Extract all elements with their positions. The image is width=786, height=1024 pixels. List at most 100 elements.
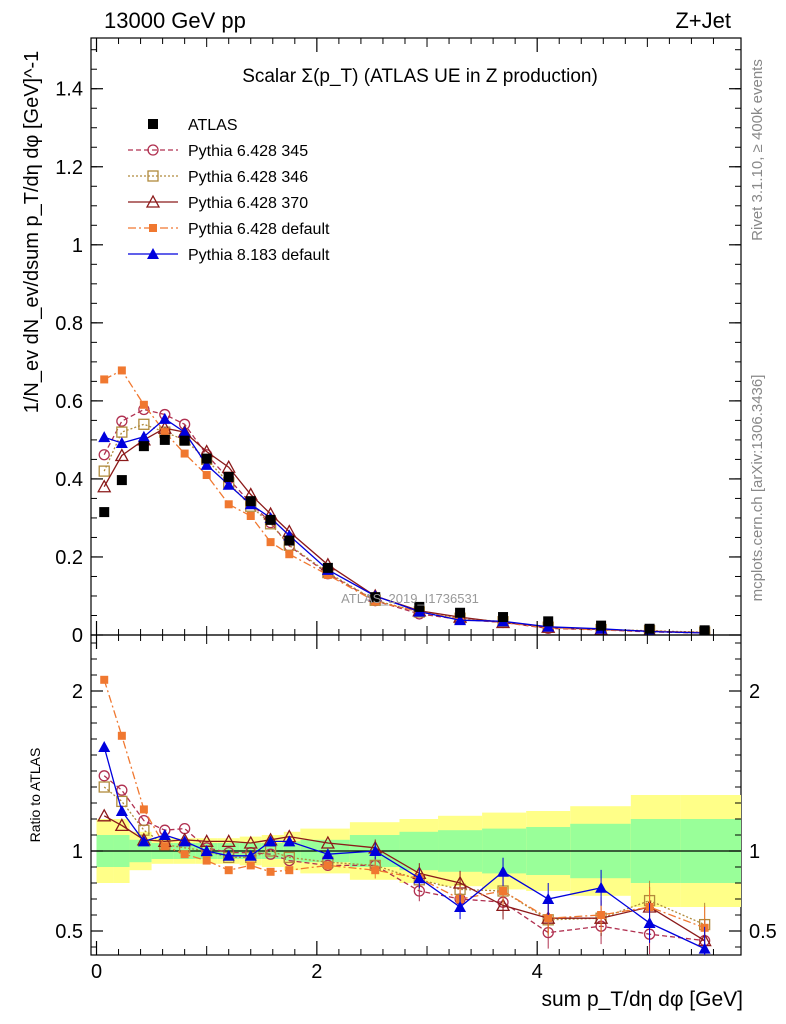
series-point-4 (454, 614, 467, 626)
legend-marker-0 (147, 144, 159, 156)
ratio-point-3 (246, 861, 255, 870)
y-tick-label-top: 1.2 (55, 157, 83, 179)
bottom-y-ticks: 0.5 0.5 1 1 2 2 (55, 642, 777, 948)
series-point-4 (98, 431, 111, 443)
legend-marker-2 (145, 194, 161, 208)
top-ylabel: 1/N_ev dN_ev/dsum p_T/dη dφ [GeV]^-1 (21, 51, 43, 414)
top-panel: ATLAS_2019_I1736531 Scalar Σ(p_T) (ATLAS… (21, 37, 742, 647)
y-tick-label-bottom: 2 (72, 681, 83, 703)
bottom-panel: 0.5 0.5 1 1 2 2 0 2 4 Ratio to ATLAS sum p_T/dη… (27, 38, 777, 1011)
data-point (179, 435, 190, 446)
legend-marker-1 (147, 170, 159, 182)
series-point-3 (323, 570, 332, 579)
data-point (414, 601, 425, 612)
y-tick-label-bottom: 0.5 (55, 921, 83, 943)
ratio-point-4 (222, 849, 235, 861)
ratio-point-3 (160, 842, 169, 851)
y-tick-label-top: 0.2 (55, 547, 83, 569)
data-point (498, 612, 509, 623)
x-tick-label: 2 (311, 961, 322, 983)
series-point-3 (285, 550, 294, 559)
data-point (699, 625, 710, 635)
ratio-point-4 (264, 835, 277, 847)
data-point (159, 434, 170, 445)
legend-marker-4 (147, 248, 159, 259)
series-point-0 (98, 449, 110, 461)
side-label-top: Rivet 3.1.10, ≥ 400k events (749, 59, 766, 241)
ratio-point-1 (283, 851, 295, 864)
series-point-4 (200, 458, 213, 470)
series-point-4 (178, 426, 191, 438)
legend-label-1: Pythia 6.428 346 (188, 169, 308, 186)
series-point-3 (180, 449, 189, 458)
data-point (245, 496, 256, 507)
series-point-3 (139, 400, 148, 409)
ratio-point-3 (266, 867, 275, 876)
ratio-point-1 (98, 781, 110, 793)
x-ticks: 0 2 4 (91, 38, 714, 983)
y-tick-label-top: 0 (72, 625, 83, 647)
data-point (596, 620, 607, 631)
y-tick-label-bottom-right: 1 (749, 841, 760, 863)
legend-label-data: ATLAS (188, 117, 238, 134)
x-tick-label: 4 (532, 961, 543, 983)
ratio-point-2 (243, 835, 258, 849)
series-point-3 (100, 375, 109, 384)
ratio-point-2 (221, 834, 236, 848)
y-tick-label-top: 0.6 (55, 391, 83, 413)
data-point (265, 514, 276, 525)
ratio-point-4 (98, 741, 111, 752)
ratio-point-3 (117, 731, 126, 740)
data-point (455, 607, 466, 618)
series-point-1 (138, 418, 150, 430)
side-label-bottom: mcplots.cern.ch [arXiv:1306.3436] (749, 375, 766, 602)
series-point-0 (116, 415, 128, 427)
series-point-3 (160, 428, 169, 437)
y-tick-label-top: 1.4 (55, 79, 83, 101)
watermark: ATLAS_2019_I1736531 (341, 591, 479, 606)
top-y-ticks: 0 0.2 0.4 0.6 0.8 1 1.2 1.4 (55, 49, 741, 647)
ratio-point-4 (158, 829, 171, 840)
legend-label-2: Pythia 6.428 370 (188, 195, 308, 212)
ratio-point-2 (97, 808, 112, 822)
y-tick-label-top: 0.4 (55, 469, 83, 491)
ratio-point-0 (98, 770, 110, 782)
legend-label-0: Pythia 6.428 345 (188, 143, 308, 160)
ratio-point-3 (202, 856, 211, 865)
ratio-point-3 (139, 805, 148, 814)
ratio-point-3 (285, 866, 294, 875)
bottom-ylabel: Ratio to ATLAS (27, 748, 43, 843)
ratio-point-3 (224, 866, 233, 875)
series-point-4 (222, 478, 235, 490)
series-point-2 (114, 448, 129, 462)
ratio-point-4 (200, 845, 213, 856)
series-point-1 (98, 465, 110, 477)
ratio-point-2 (114, 818, 129, 832)
series-point-3 (246, 511, 255, 520)
ratio-point-0 (116, 784, 128, 796)
bottom-plot (91, 675, 741, 955)
series-point-4 (115, 437, 128, 449)
legend-label-3: Pythia 6.428 default (188, 221, 330, 238)
data-point (138, 441, 149, 452)
y-tick-label-bottom-right: 2 (749, 681, 760, 703)
series-point-3 (117, 366, 126, 375)
series-point-4 (137, 430, 150, 442)
ratio-point-4 (283, 835, 296, 847)
series-point-1 (116, 426, 128, 438)
x-tick-label: 0 (91, 961, 102, 983)
data-point (644, 623, 655, 634)
data-point (370, 592, 381, 603)
header-left: 13000 GeV pp (104, 8, 246, 33)
series-point-4 (158, 412, 171, 424)
data-point (543, 616, 554, 627)
chart-title: Scalar Σ(p_T) (ATLAS UE in Z production) (242, 66, 598, 87)
y-tick-label-bottom-right: 0.5 (749, 921, 777, 943)
ratio-point-4 (137, 835, 150, 847)
ratio-point-3 (100, 675, 109, 684)
top-plot (97, 366, 711, 635)
x-axis-label: sum p_T/dη dφ [GeV] (541, 988, 743, 1011)
series-point-2 (97, 479, 112, 493)
data-point (322, 562, 333, 573)
